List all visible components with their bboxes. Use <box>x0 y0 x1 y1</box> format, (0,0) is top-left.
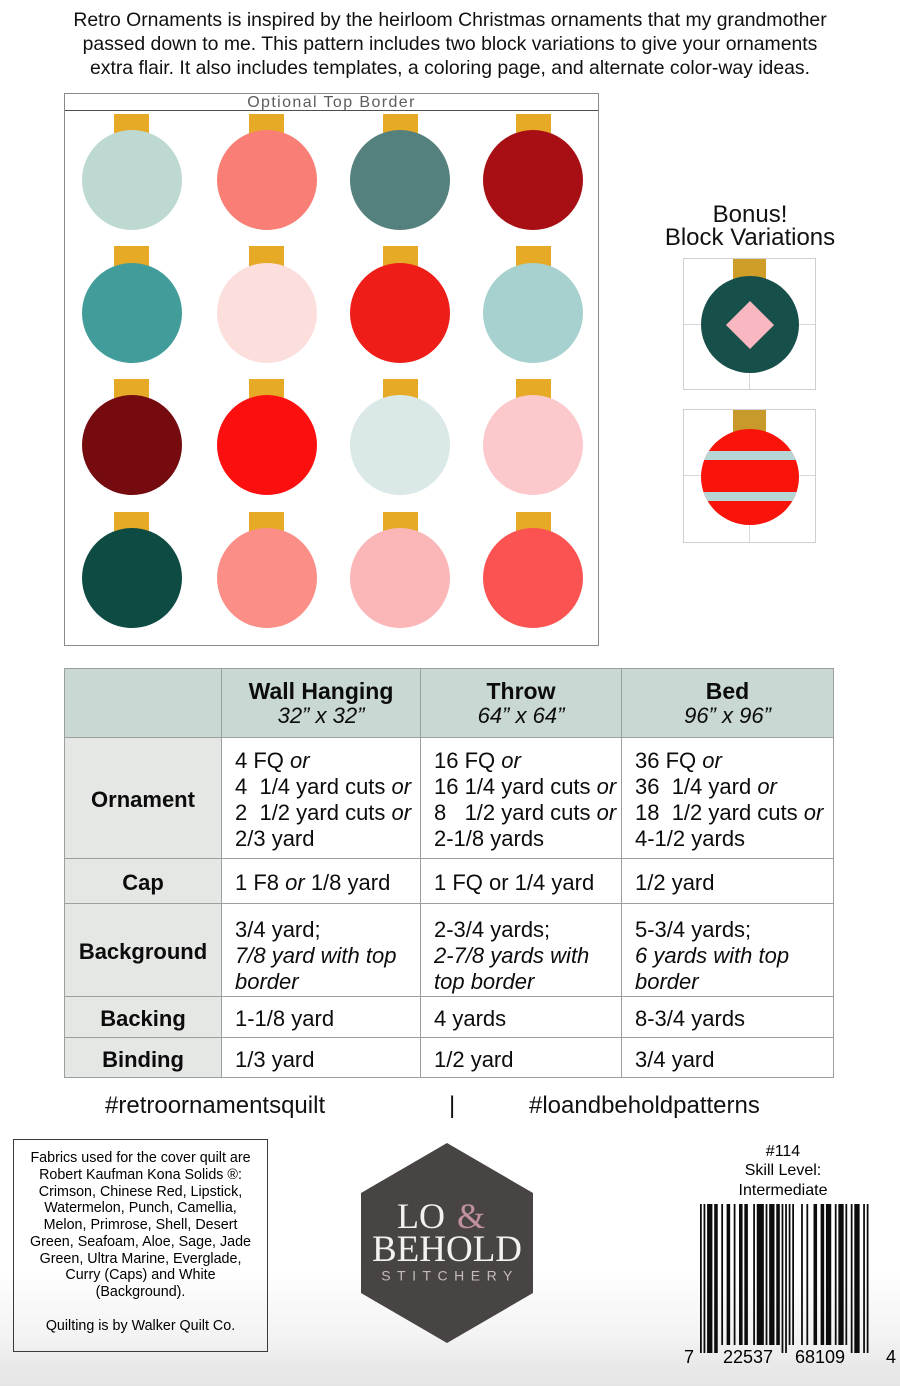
svg-text:&: & <box>457 1196 485 1236</box>
svg-text:LO: LO <box>397 1196 445 1236</box>
svg-text:STITCHERY: STITCHERY <box>381 1268 519 1284</box>
svg-text:BEHOLD: BEHOLD <box>372 1229 522 1270</box>
